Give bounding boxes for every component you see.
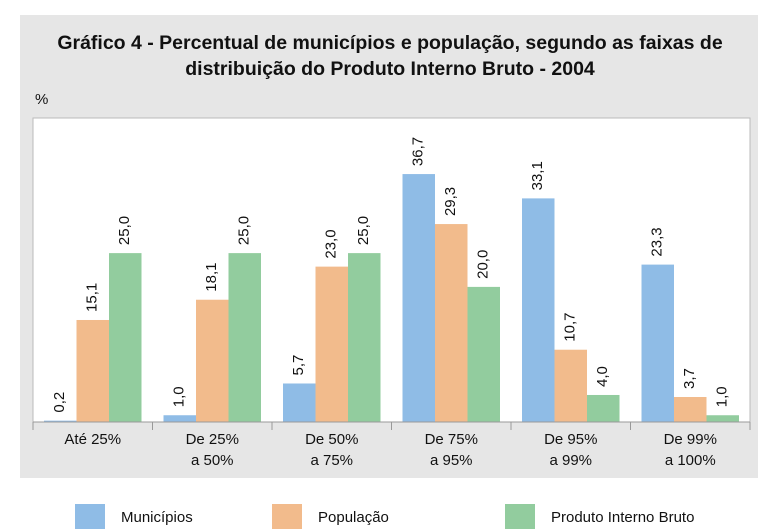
value-label: 1,0 <box>171 386 188 407</box>
x-tick-label: De 99% a 100% <box>663 431 717 469</box>
bar <box>435 224 468 422</box>
bar <box>402 174 435 422</box>
legend-label: População <box>318 509 389 526</box>
value-label: 25,0 <box>355 216 372 245</box>
value-label: 36,7 <box>410 137 427 166</box>
value-label: 33,1 <box>529 161 546 190</box>
value-label: 25,0 <box>236 216 253 245</box>
bar <box>315 266 348 422</box>
bar <box>522 198 555 422</box>
value-label: 23,3 <box>649 227 666 256</box>
value-label: 25,0 <box>116 216 133 245</box>
legend-swatch <box>505 504 535 529</box>
bar <box>76 319 109 422</box>
x-tick-label: De 50% a 75% <box>305 431 359 469</box>
y-axis-label: % <box>35 91 48 108</box>
bar <box>283 383 316 422</box>
x-tick-label: Até 25% <box>64 431 122 448</box>
value-label: 18,1 <box>203 263 220 292</box>
bar <box>44 420 77 422</box>
value-label: 5,7 <box>290 355 307 376</box>
plot-area <box>32 117 751 423</box>
bar <box>163 415 196 422</box>
bar <box>196 299 229 422</box>
x-tick-label: De 25% a 50% <box>185 431 239 469</box>
bar <box>467 286 500 422</box>
legend-swatch <box>272 504 302 529</box>
value-label: 10,7 <box>562 313 579 342</box>
value-label: 23,0 <box>323 229 340 258</box>
bar <box>554 349 587 422</box>
bar <box>706 415 739 422</box>
x-tick-label: De 75% a 95% <box>424 431 478 469</box>
value-label: 15,1 <box>84 283 101 312</box>
value-label: 4,0 <box>594 366 611 387</box>
bar <box>109 253 142 422</box>
bar <box>348 253 381 422</box>
bar <box>674 397 707 422</box>
legend-label: Municípios <box>121 509 193 526</box>
value-label: 1,0 <box>714 386 731 407</box>
value-label: 29,3 <box>442 187 459 216</box>
x-tick-label: De 95% a 99% <box>544 431 598 469</box>
bar <box>587 394 620 422</box>
value-label: 0,2 <box>51 392 68 413</box>
value-label: 3,7 <box>681 368 698 389</box>
legend-swatch <box>75 504 105 529</box>
chart-title: Gráfico 4 - Percentual de municípios e p… <box>57 32 723 80</box>
legend-label: Produto Interno Bruto <box>551 509 694 526</box>
bar <box>228 253 261 422</box>
bar <box>641 264 674 422</box>
title-box: Gráfico 4 - Percentual de municípios e p… <box>57 32 723 80</box>
value-label: 20,0 <box>475 250 492 279</box>
